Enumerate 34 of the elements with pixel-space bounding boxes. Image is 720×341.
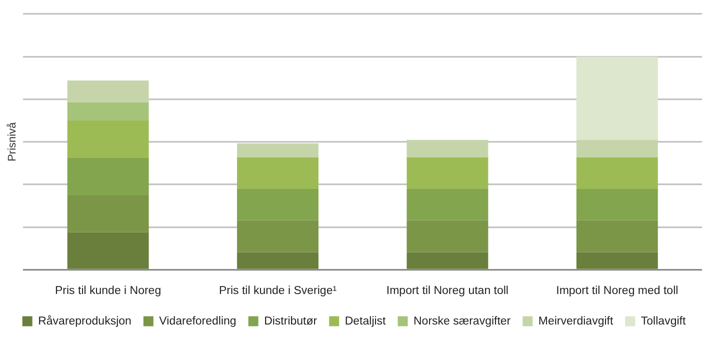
legend-label: Råvareproduksjon bbox=[38, 314, 132, 328]
legend-label: Distributør bbox=[264, 315, 318, 328]
bar bbox=[67, 80, 149, 102]
bar bbox=[237, 157, 318, 189]
bar bbox=[406, 188, 488, 220]
legend-label: Tollavgift bbox=[640, 315, 686, 328]
legend-label: Detaljist bbox=[344, 315, 387, 328]
legend-label: Vidareforedling bbox=[159, 315, 236, 328]
bar bbox=[576, 140, 658, 158]
bar bbox=[67, 102, 149, 121]
bar bbox=[237, 143, 318, 158]
bar bbox=[576, 188, 658, 220]
bar bbox=[67, 158, 149, 196]
bar bbox=[576, 252, 658, 269]
bar bbox=[237, 188, 318, 220]
legend-label: Meirverdiavgift bbox=[538, 315, 614, 328]
bar bbox=[406, 220, 488, 252]
x-tick-label: Import til Noreg utan toll bbox=[386, 284, 508, 297]
legend-label: Norske særavgifter bbox=[414, 315, 511, 328]
x-tick-label: Pris til kunde i Sverige¹ bbox=[218, 284, 337, 297]
bar bbox=[67, 120, 149, 158]
bar bbox=[237, 252, 318, 269]
bar bbox=[67, 196, 149, 232]
bar bbox=[406, 252, 488, 269]
bar bbox=[576, 157, 658, 189]
bar bbox=[237, 220, 318, 252]
x-tick-label: Import til Noreg med toll bbox=[556, 284, 678, 297]
y-axis-title: Prisnivå bbox=[6, 121, 19, 162]
bar bbox=[576, 220, 658, 252]
bar bbox=[406, 140, 488, 158]
bar bbox=[406, 157, 488, 189]
x-tick-label: Pris til kunde i Noreg bbox=[54, 284, 162, 297]
bar bbox=[576, 56, 658, 140]
bar bbox=[67, 232, 149, 269]
